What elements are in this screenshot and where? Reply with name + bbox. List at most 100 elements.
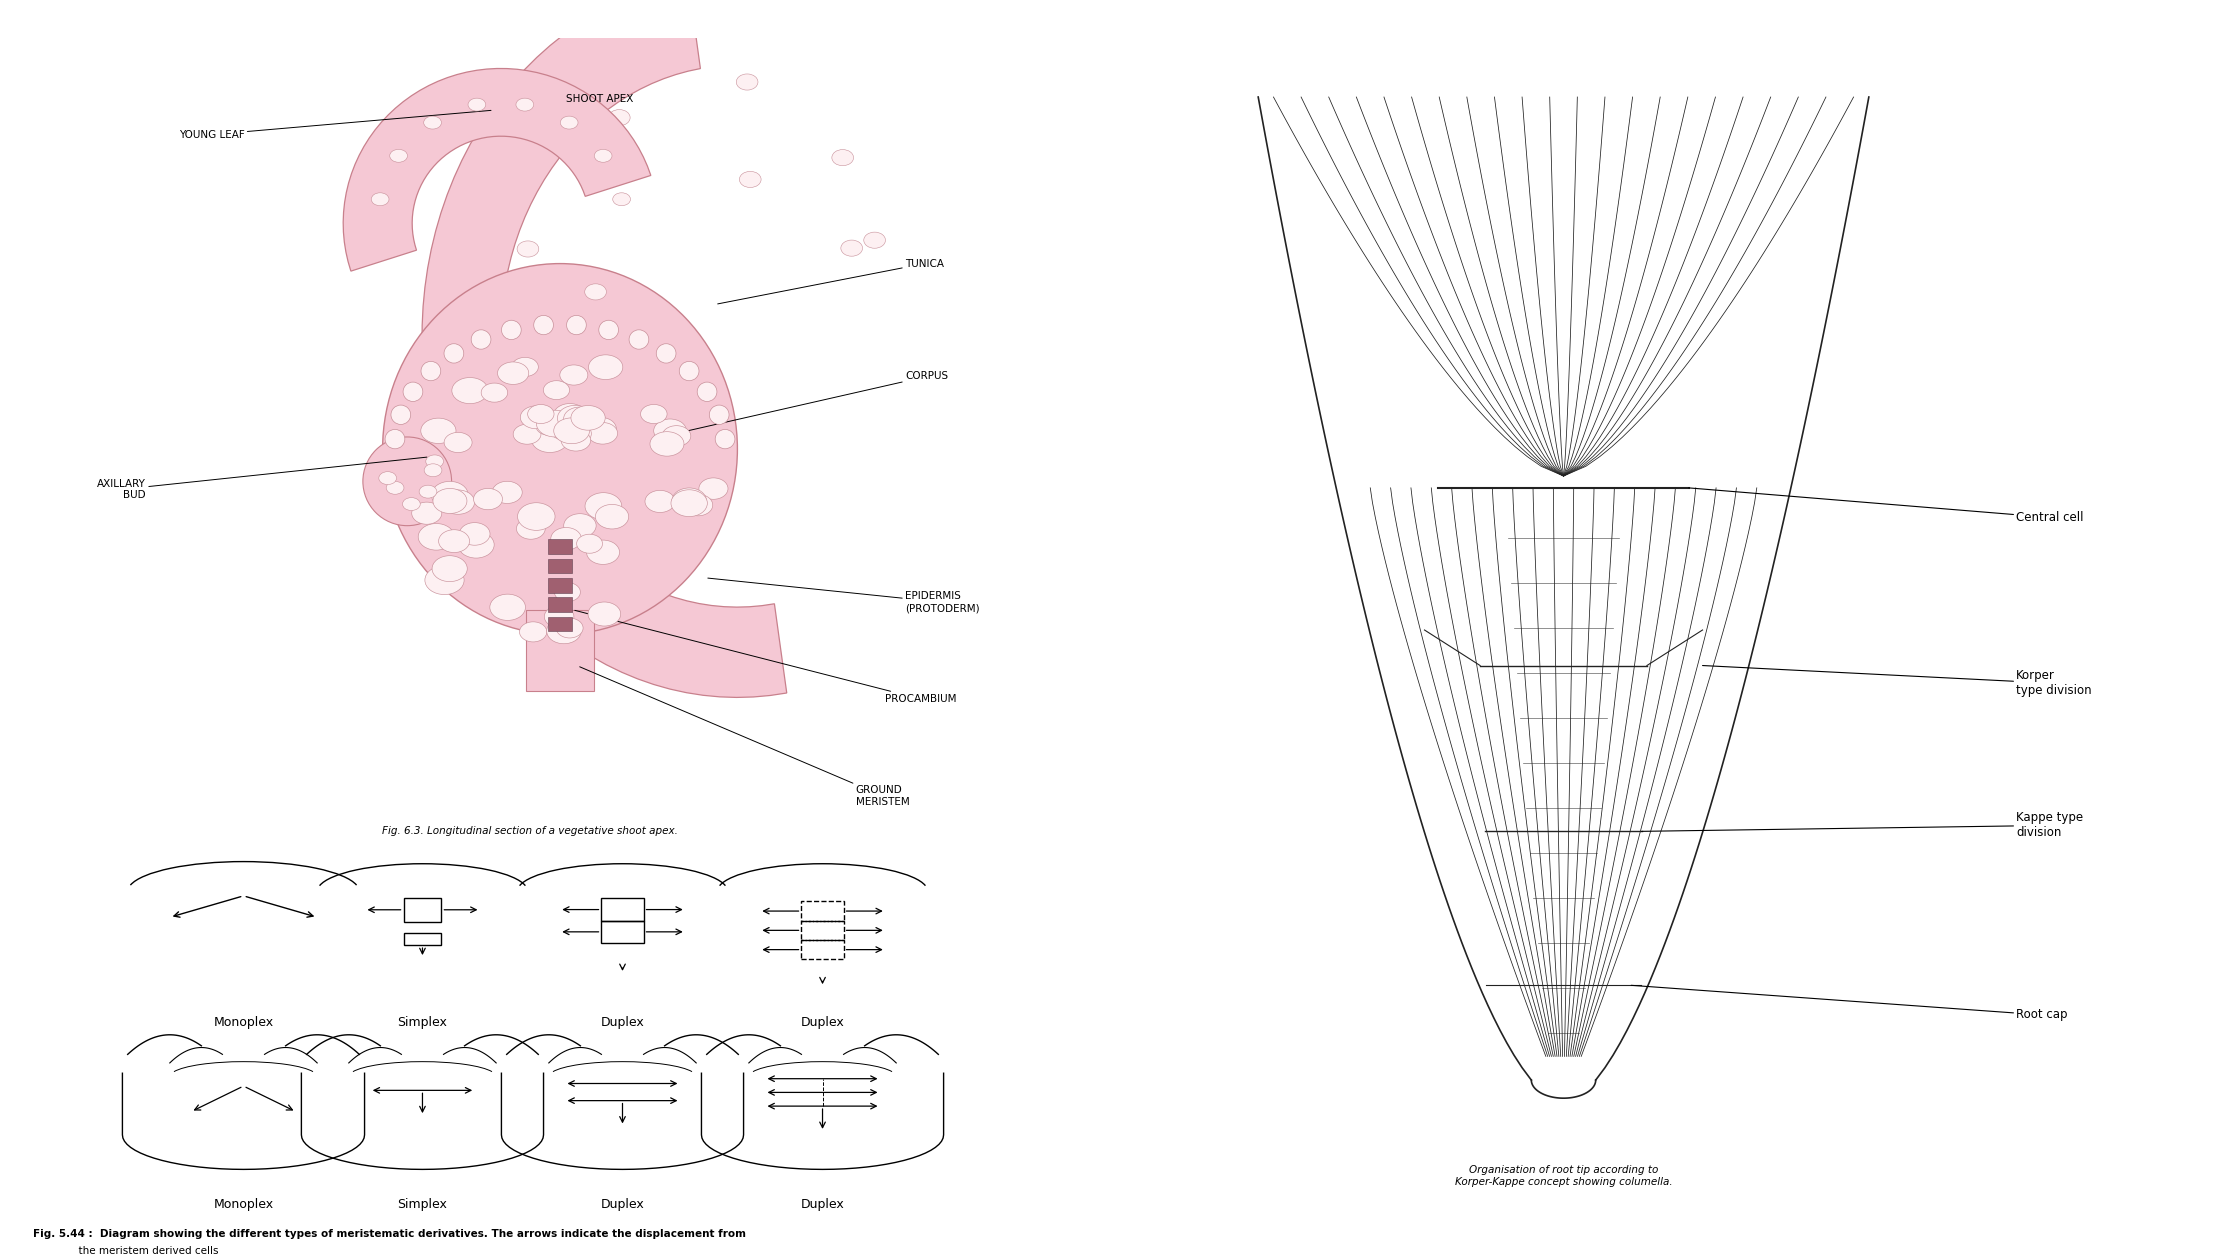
Ellipse shape bbox=[419, 523, 455, 551]
Ellipse shape bbox=[459, 523, 491, 546]
Ellipse shape bbox=[650, 432, 683, 456]
Text: Fig. 6.3. Longitudinal section of a vegetative shoot apex.: Fig. 6.3. Longitudinal section of a vege… bbox=[383, 827, 679, 837]
Ellipse shape bbox=[585, 417, 616, 440]
Ellipse shape bbox=[683, 494, 712, 515]
Ellipse shape bbox=[502, 320, 522, 340]
Bar bbox=[549, 539, 571, 554]
Ellipse shape bbox=[538, 417, 564, 437]
Text: SHOOT APEX: SHOOT APEX bbox=[567, 94, 634, 105]
Ellipse shape bbox=[609, 110, 629, 126]
Ellipse shape bbox=[585, 284, 607, 300]
Ellipse shape bbox=[390, 150, 408, 163]
Ellipse shape bbox=[645, 490, 674, 513]
Ellipse shape bbox=[517, 241, 540, 257]
Ellipse shape bbox=[571, 406, 605, 430]
Text: YOUNG LEAF: YOUNG LEAF bbox=[179, 111, 491, 140]
Ellipse shape bbox=[441, 490, 475, 514]
Ellipse shape bbox=[403, 382, 423, 402]
Ellipse shape bbox=[383, 263, 737, 635]
Text: Organisation of root tip according to
Korper-Kappe concept showing columella.: Organisation of root tip according to Ko… bbox=[1454, 1166, 1673, 1187]
Ellipse shape bbox=[372, 193, 390, 205]
Text: Korper
type division: Korper type division bbox=[1702, 665, 2092, 697]
Ellipse shape bbox=[533, 315, 553, 335]
Text: Simplex: Simplex bbox=[396, 1016, 448, 1028]
Bar bbox=[549, 558, 571, 573]
Ellipse shape bbox=[614, 193, 629, 205]
Ellipse shape bbox=[641, 404, 668, 423]
Ellipse shape bbox=[544, 381, 569, 399]
Ellipse shape bbox=[412, 503, 441, 524]
Ellipse shape bbox=[493, 481, 522, 504]
Ellipse shape bbox=[551, 528, 582, 551]
Ellipse shape bbox=[513, 425, 542, 445]
Ellipse shape bbox=[558, 118, 578, 134]
Ellipse shape bbox=[421, 362, 441, 381]
Bar bbox=[403, 934, 441, 945]
Text: Root cap: Root cap bbox=[1631, 985, 2068, 1022]
Text: Central cell: Central cell bbox=[1689, 488, 2083, 524]
Ellipse shape bbox=[672, 488, 706, 513]
Ellipse shape bbox=[432, 489, 466, 514]
Ellipse shape bbox=[452, 378, 488, 403]
Text: Duplex: Duplex bbox=[600, 1016, 645, 1028]
Ellipse shape bbox=[553, 403, 587, 427]
Ellipse shape bbox=[511, 358, 538, 377]
Ellipse shape bbox=[564, 514, 596, 538]
Ellipse shape bbox=[535, 416, 562, 435]
Ellipse shape bbox=[585, 493, 623, 519]
Ellipse shape bbox=[564, 407, 596, 430]
Ellipse shape bbox=[473, 489, 502, 510]
Ellipse shape bbox=[587, 541, 620, 564]
Bar bbox=[600, 898, 643, 921]
Ellipse shape bbox=[831, 150, 853, 166]
Ellipse shape bbox=[426, 455, 444, 467]
Ellipse shape bbox=[491, 595, 526, 620]
Ellipse shape bbox=[470, 330, 491, 349]
Bar bbox=[549, 578, 571, 592]
Text: Simplex: Simplex bbox=[396, 1198, 448, 1211]
Ellipse shape bbox=[520, 406, 551, 428]
Bar bbox=[549, 597, 571, 612]
Ellipse shape bbox=[385, 430, 405, 449]
Text: GROUND
MERISTEM: GROUND MERISTEM bbox=[580, 667, 909, 806]
Ellipse shape bbox=[497, 362, 529, 384]
Ellipse shape bbox=[739, 171, 762, 188]
Ellipse shape bbox=[379, 471, 396, 485]
Ellipse shape bbox=[439, 529, 470, 553]
Ellipse shape bbox=[589, 602, 620, 626]
Ellipse shape bbox=[558, 422, 591, 446]
Ellipse shape bbox=[547, 619, 580, 644]
FancyBboxPatch shape bbox=[526, 610, 594, 690]
Ellipse shape bbox=[697, 382, 717, 402]
Ellipse shape bbox=[421, 418, 457, 444]
Ellipse shape bbox=[587, 422, 618, 444]
Ellipse shape bbox=[517, 518, 544, 539]
Ellipse shape bbox=[596, 504, 629, 529]
Ellipse shape bbox=[629, 330, 650, 349]
Ellipse shape bbox=[482, 383, 508, 402]
Bar bbox=[549, 617, 571, 631]
Text: Kappe type
division: Kappe type division bbox=[1642, 811, 2083, 839]
Ellipse shape bbox=[457, 532, 495, 558]
Ellipse shape bbox=[517, 503, 556, 530]
Ellipse shape bbox=[558, 406, 594, 431]
Ellipse shape bbox=[529, 404, 553, 423]
Ellipse shape bbox=[520, 622, 547, 641]
Text: Monoplex: Monoplex bbox=[213, 1016, 273, 1028]
Ellipse shape bbox=[363, 437, 452, 525]
Ellipse shape bbox=[423, 464, 441, 476]
Text: Monoplex: Monoplex bbox=[213, 1198, 273, 1211]
Text: the meristem derived cells: the meristem derived cells bbox=[34, 1246, 220, 1256]
Polygon shape bbox=[343, 68, 652, 271]
Ellipse shape bbox=[710, 406, 728, 425]
Ellipse shape bbox=[385, 481, 403, 494]
Ellipse shape bbox=[654, 420, 685, 442]
Ellipse shape bbox=[737, 74, 757, 89]
Ellipse shape bbox=[515, 98, 533, 111]
Ellipse shape bbox=[699, 478, 728, 499]
Text: Duplex: Duplex bbox=[800, 1016, 844, 1028]
Bar bbox=[802, 921, 844, 940]
Ellipse shape bbox=[444, 344, 464, 363]
Ellipse shape bbox=[444, 432, 473, 452]
Ellipse shape bbox=[591, 360, 612, 377]
